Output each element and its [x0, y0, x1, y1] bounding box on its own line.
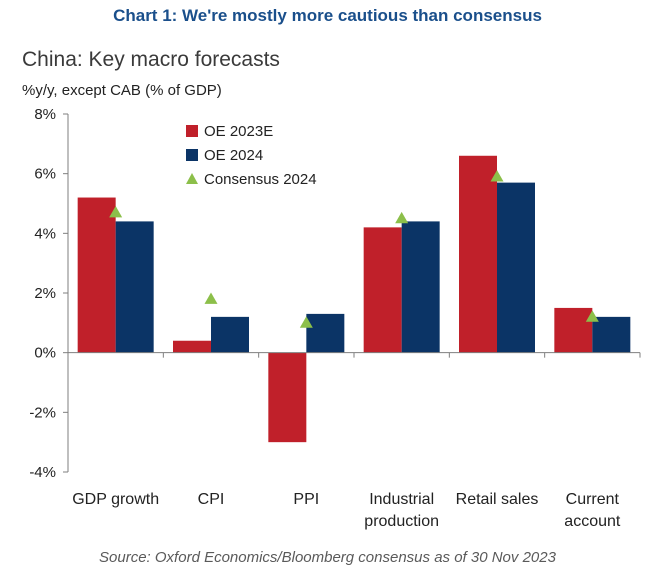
bar-oe-2024-1 — [211, 316, 249, 353]
x-category-label: Industrial — [369, 491, 434, 508]
bar-oe-2023e-3 — [363, 227, 402, 353]
chart-title: China: Key macro forecasts — [22, 48, 280, 71]
x-category-label: CPI — [198, 491, 225, 508]
consensus-marker-4 — [490, 170, 504, 182]
consensus-marker-2 — [299, 316, 313, 328]
y-tick-label: 0% — [34, 345, 56, 362]
legend-swatch-1 — [186, 149, 198, 161]
y-tick-label: -4% — [29, 464, 56, 481]
x-category-label: Current — [566, 491, 620, 508]
legend-label-1: OE 2024 — [204, 147, 263, 164]
bar-oe-2024-4 — [497, 182, 535, 353]
legend-label-2: Consensus 2024 — [204, 171, 317, 188]
y-tick-label: -2% — [29, 404, 56, 421]
chart-heading: Chart 1: We're mostly more cautious than… — [113, 6, 542, 25]
y-tick-label: 4% — [34, 225, 56, 242]
bar-oe-2023e-2 — [268, 352, 307, 443]
legend-label-0: OE 2023E — [204, 123, 273, 140]
y-tick-label: 8% — [34, 106, 56, 123]
y-tick-label: 6% — [34, 166, 56, 183]
x-category-label: Retail sales — [456, 491, 539, 508]
bar-oe-2024-3 — [401, 221, 440, 353]
bar-oe-2023e-4 — [459, 155, 497, 353]
legend-swatch-0 — [186, 125, 198, 137]
consensus-marker-0 — [109, 205, 123, 218]
bar-oe-2024-5 — [592, 316, 631, 353]
source-note: Source: Oxford Economics/Bloomberg conse… — [99, 549, 556, 566]
bar-oe-2023e-1 — [173, 340, 211, 353]
legend-swatch-2 — [186, 173, 198, 184]
x-category-label: account — [564, 513, 621, 530]
bar-oe-2024-0 — [115, 221, 154, 353]
bar-oe-2023e-0 — [77, 197, 116, 353]
consensus-marker-1 — [204, 292, 218, 304]
consensus-marker-5 — [585, 310, 599, 322]
y-axis-unit-label: %y/y, except CAB (% of GDP) — [22, 82, 222, 99]
bar-oe-2024-2 — [306, 313, 345, 353]
x-category-label: GDP growth — [72, 491, 159, 508]
y-tick-label: 2% — [34, 285, 56, 302]
x-category-label: PPI — [293, 491, 319, 508]
x-category-label: production — [364, 513, 439, 530]
bar-oe-2023e-5 — [554, 307, 593, 353]
consensus-marker-3 — [395, 211, 409, 224]
